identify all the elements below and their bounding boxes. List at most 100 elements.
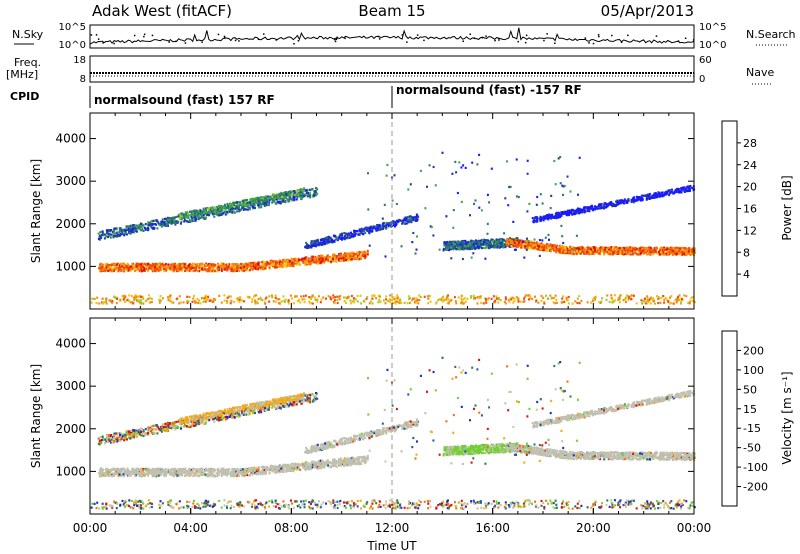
power-cell: [567, 251, 569, 254]
power-cell: [261, 266, 264, 269]
power-cell: [304, 294, 307, 297]
power-cell: [675, 301, 678, 304]
power-cell: [257, 263, 260, 266]
power-cell: [319, 239, 322, 242]
power-cell: [661, 253, 664, 256]
power-cell: [578, 302, 581, 305]
power-cell: [178, 302, 181, 305]
power-cell: [137, 265, 140, 268]
power-cell: [100, 234, 103, 237]
power-cell: [298, 259, 300, 262]
power-cell: [282, 295, 285, 298]
power-cell: [200, 215, 203, 218]
power-cell: [223, 265, 226, 268]
power-cell: [316, 256, 319, 259]
power-cell: [218, 208, 221, 211]
power-cell: [365, 226, 368, 229]
power-cell: [668, 251, 671, 254]
power-cell: [218, 204, 221, 207]
power-cell: [363, 227, 366, 230]
power-cell: [503, 239, 506, 242]
power-cell: [296, 261, 299, 264]
power-cell: [217, 266, 220, 269]
power-cell: [112, 236, 115, 239]
power-cell: [661, 195, 664, 198]
power-cell: [264, 267, 267, 270]
power-cell: [684, 247, 687, 250]
power-cell: [109, 230, 112, 233]
power-cell: [118, 264, 121, 267]
power-cell: [296, 258, 299, 261]
power-cell: [497, 301, 500, 304]
power-cell: [171, 267, 174, 270]
power-cell: [208, 211, 211, 214]
power-cell: [471, 247, 473, 250]
power-cell: [135, 265, 138, 268]
power-cell: [191, 266, 194, 270]
beam-title: Beam 15: [358, 2, 425, 20]
power-cell: [484, 243, 487, 246]
power-cell: [306, 191, 309, 194]
power-cell: [295, 263, 298, 266]
power-cell: [239, 262, 242, 266]
power-cell: [568, 212, 571, 215]
power-cell: [261, 196, 264, 199]
power-cell: [660, 251, 663, 254]
power-cell: [271, 193, 274, 196]
power-cell: [160, 220, 163, 223]
power-cell: [222, 266, 225, 269]
power-cell: [646, 248, 649, 251]
power-cell: [227, 265, 230, 268]
power-cell: [492, 239, 495, 242]
power-cell: [245, 262, 248, 265]
power-cell: [332, 294, 335, 297]
power-cell: [382, 221, 385, 225]
power-cell: [567, 211, 570, 214]
power-cell: [405, 219, 408, 222]
power-cell: [532, 245, 535, 248]
noise-search-dot: [133, 34, 136, 37]
noise-search-dot: [584, 37, 587, 39]
power-cell: [485, 244, 488, 247]
power-cell: [132, 224, 135, 227]
power-cell: [394, 300, 397, 303]
power-cell: [224, 204, 227, 207]
power-cell: [311, 261, 314, 264]
power-cell: [327, 240, 330, 243]
power-cell: [409, 219, 412, 222]
power-cell: [618, 295, 621, 298]
power-cell: [179, 264, 182, 267]
power-cell: [154, 264, 157, 267]
power-cell: [448, 246, 451, 249]
power-cell: [160, 264, 163, 268]
power-cell: [274, 201, 277, 204]
power-cell: [560, 214, 563, 217]
power-cell: [621, 199, 624, 202]
power-cell: [486, 244, 489, 247]
noise-search-dot: [217, 33, 220, 36]
power-cell: [245, 203, 247, 206]
power-cell: [397, 220, 400, 224]
power-cell: [621, 250, 624, 253]
power-cell: [243, 205, 246, 208]
power-cell: [654, 194, 657, 197]
power-cell: [216, 263, 219, 266]
power-cell: [154, 266, 156, 269]
power-cell: [279, 260, 282, 263]
power-cell: [621, 248, 624, 251]
noise-search-dot: [344, 37, 346, 40]
power-cell: [279, 266, 281, 269]
power-cell: [324, 237, 327, 240]
power-cell: [280, 262, 283, 265]
power-cell: [587, 209, 590, 212]
power-cell: [275, 262, 278, 265]
power-cell: [658, 195, 661, 198]
power-cell: [635, 195, 638, 199]
power-cell: [366, 227, 369, 230]
power-cell: [235, 204, 238, 207]
power-cell: [648, 298, 651, 301]
power-cell: [202, 267, 205, 270]
power-cell: [636, 197, 639, 200]
power-cell: [99, 267, 102, 270]
power-cell: [117, 270, 120, 273]
